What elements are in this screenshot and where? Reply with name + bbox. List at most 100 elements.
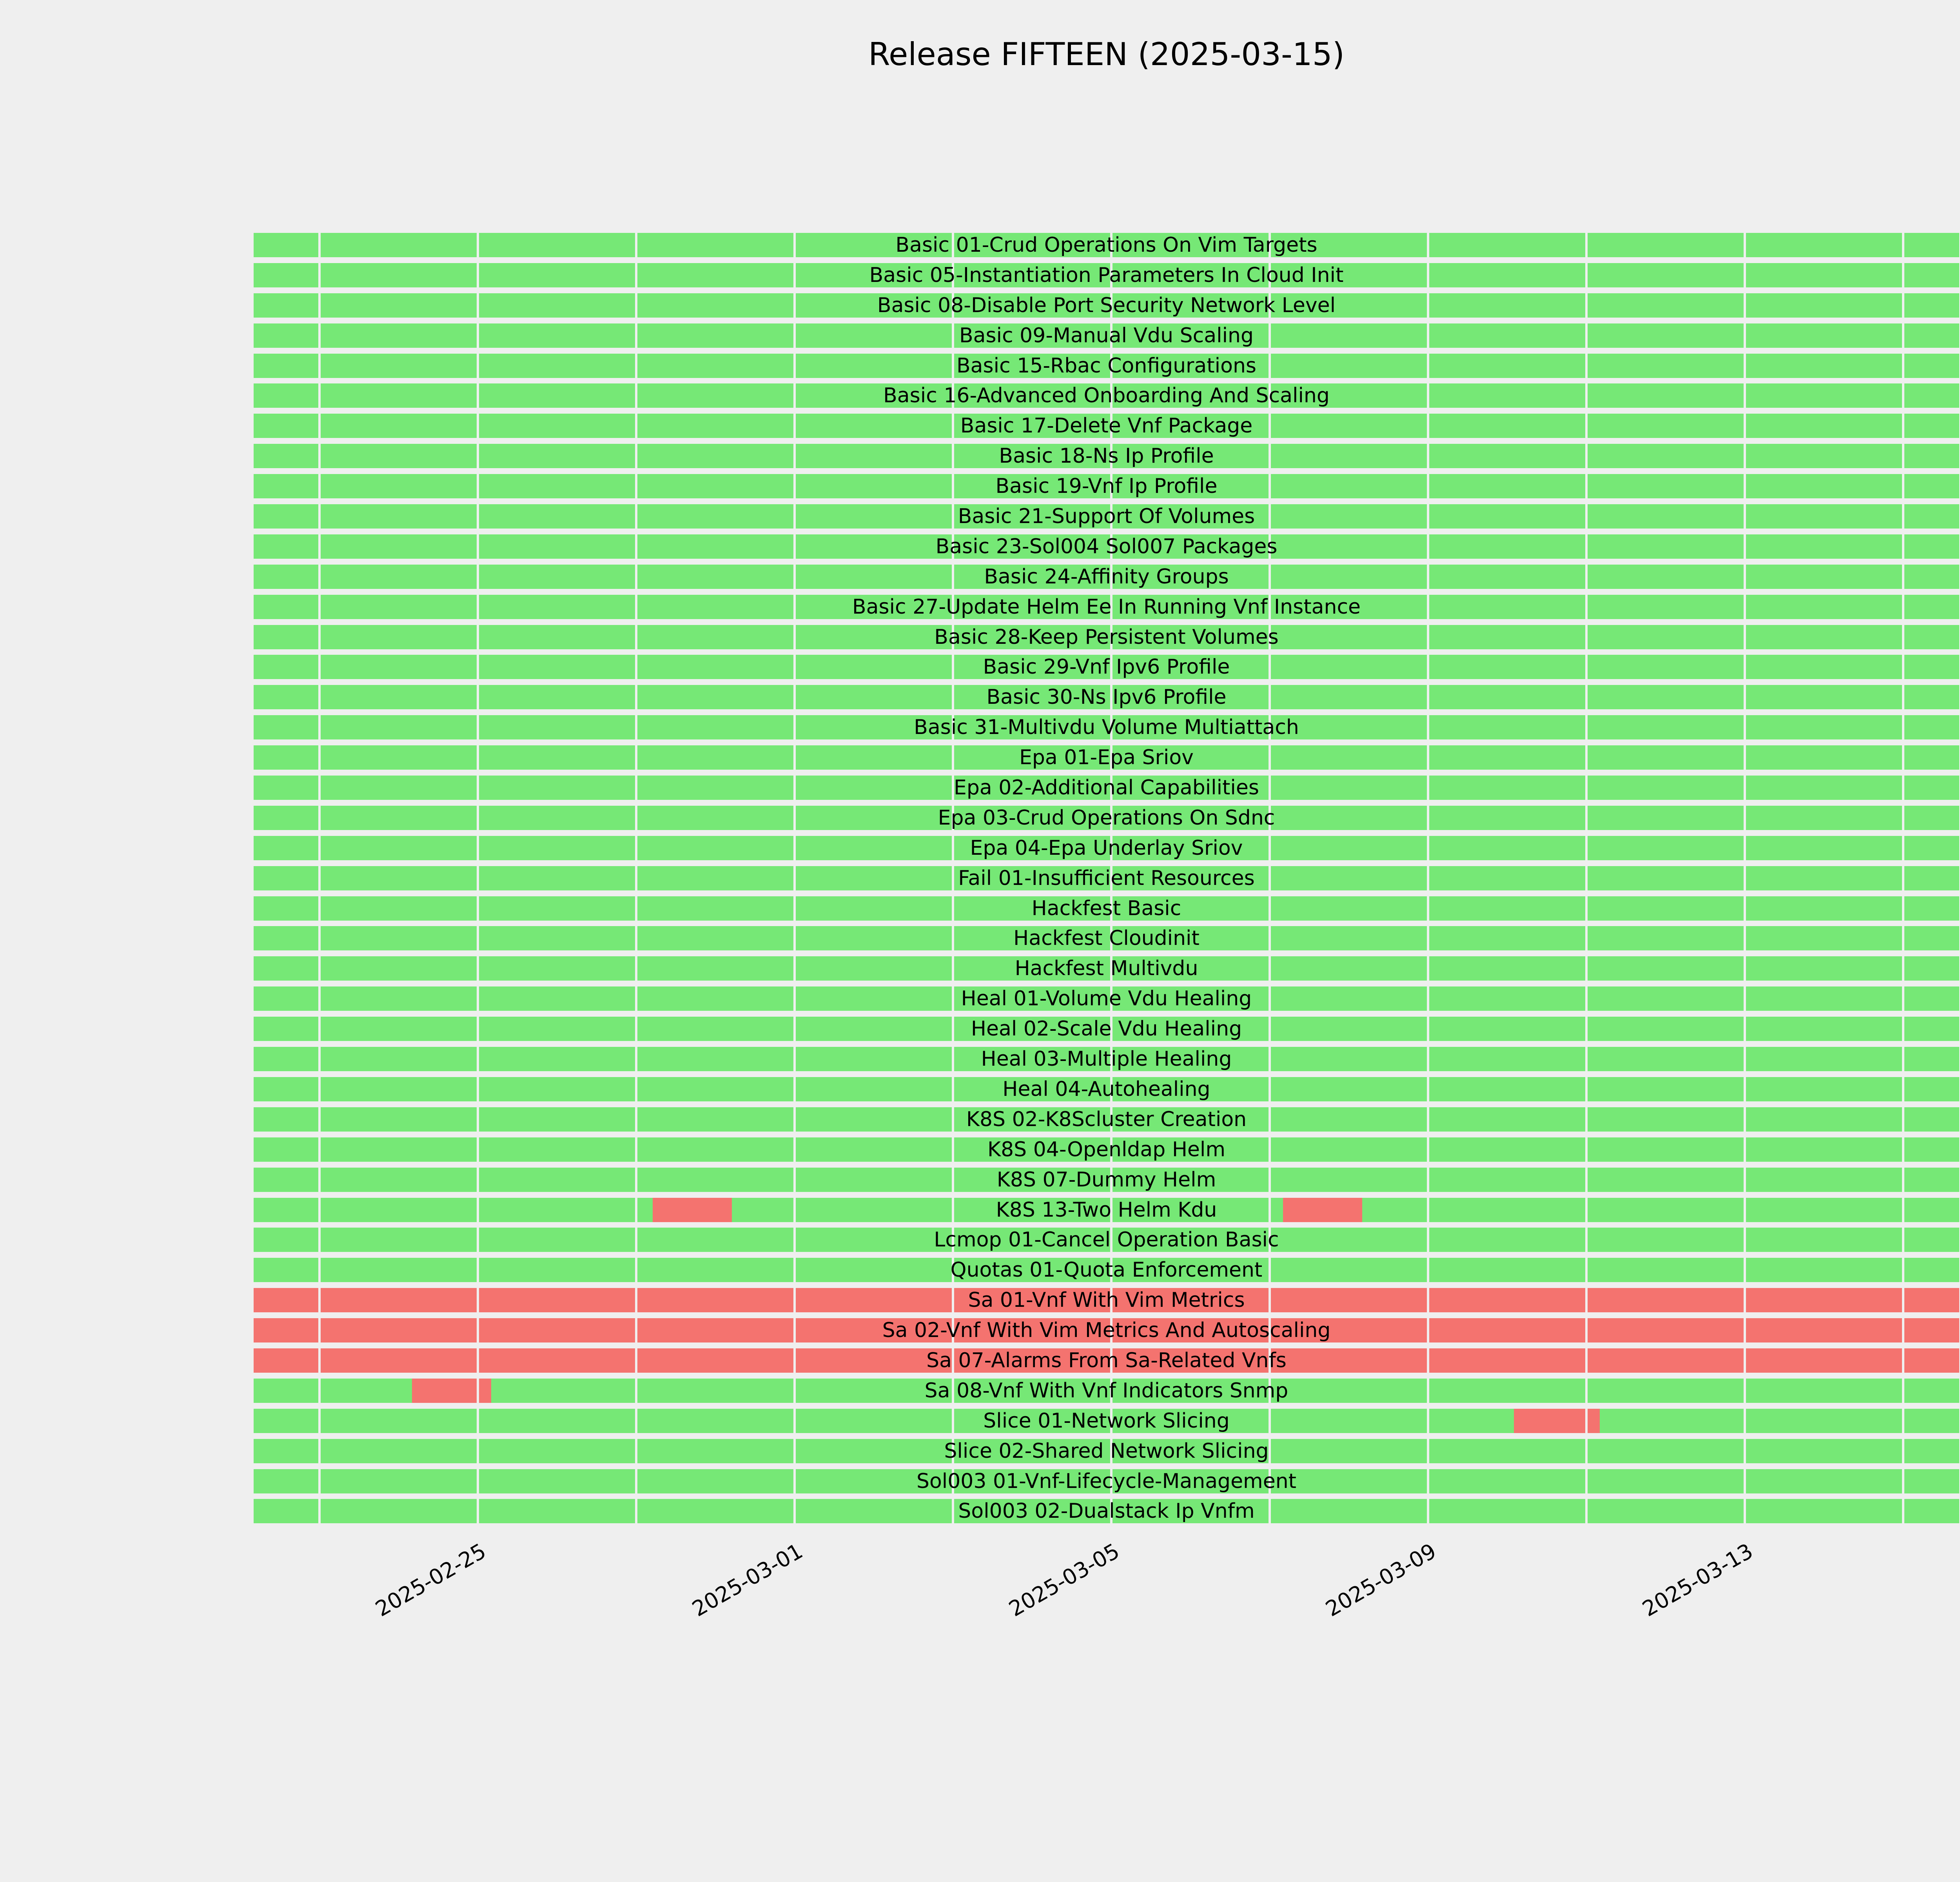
task-row: Basic 23-Sol004 Sol007 Packages [254,532,1959,562]
task-row: Epa 01-Epa Sriov [254,743,1959,773]
fail-segment [653,1197,732,1222]
task-label: Sa 02-Vnf With Vim Metrics And Autoscali… [882,1319,1331,1342]
task-row: Sa 02-Vnf With Vim Metrics And Autoscali… [254,1315,1959,1346]
fail-segment [254,1348,1959,1373]
task-label: Quotas 01-Quota Enforcement [950,1258,1263,1282]
task-row: Basic 16-Advanced Onboarding And Scaling [254,381,1959,411]
task-row: Sol003 02-Dualstack Ip Vnfm [254,1496,1959,1526]
task-row: Hackfest Basic [254,894,1959,924]
task-row: Hackfest Multivdu [254,954,1959,984]
task-row: Basic 09-Manual Vdu Scaling [254,321,1959,351]
task-label: Basic 17-Delete Vnf Package [960,414,1253,438]
task-bar [254,1197,1959,1222]
task-label: Basic 29-Vnf Ipv6 Profile [983,655,1230,679]
task-label: K8S 07-Dummy Helm [996,1168,1216,1192]
task-row: Fail 01-Insufficient Resources [254,863,1959,894]
task-row: Basic 15-Rbac Configurations [254,351,1959,381]
task-row: Basic 19-Vnf Ip Profile [254,471,1959,501]
task-label: Basic 08-Disable Port Security Network L… [877,293,1336,317]
task-label: Basic 01-Crud Operations On Vim Targets [895,233,1318,257]
task-label: Basic 19-Vnf Ip Profile [995,474,1218,498]
x-axis: 2025-02-25 2025-03-01 2025-03-05 2025-03-09… [254,1527,1959,1703]
x-tick-label: 2025-03-13 [1638,1539,1757,1622]
task-label: Sol003 01-Vnf-Lifecycle-Management [916,1469,1297,1493]
task-label: Sa 08-Vnf With Vnf Indicators Snmp [924,1379,1289,1402]
task-label: Heal 04-Autohealing [1002,1077,1210,1101]
task-row: Basic 30-Ns Ipv6 Profile [254,682,1959,712]
task-label: Heal 03-Multiple Healing [981,1047,1232,1071]
task-row: K8S 07-Dummy Helm [254,1165,1959,1195]
task-row: Sa 01-Vnf With Vim Metrics [254,1285,1959,1315]
task-label: Basic 15-Rbac Configurations [956,354,1256,378]
task-label: Sol003 02-Dualstack Ip Vnfm [958,1499,1255,1523]
task-label: Basic 18-Ns Ip Profile [999,444,1214,468]
task-label: Lcmop 01-Cancel Operation Basic [934,1228,1279,1252]
task-bar [254,504,1959,529]
task-label: Hackfest Cloudinit [1013,926,1200,950]
task-row: Sa 08-Vnf With Vnf Indicators Snmp [254,1376,1959,1406]
task-bar [254,474,1959,499]
task-bar [254,383,1959,408]
task-label: Basic 16-Advanced Onboarding And Scaling [883,384,1330,408]
fail-segment [254,1318,1959,1343]
task-row: Basic 24-Affinity Groups [254,562,1959,592]
fail-segment [1283,1197,1362,1222]
task-label: Basic 28-Keep Persistent Volumes [934,625,1279,649]
task-bar [254,1318,1959,1343]
task-row: Heal 03-Multiple Healing [254,1044,1959,1074]
task-label: K8S 02-K8Scluster Creation [966,1107,1247,1131]
x-tick-label: 2025-02-25 [371,1539,490,1622]
task-bar [254,1288,1959,1313]
task-bar [254,353,1959,378]
task-label: Epa 03-Crud Operations On Sdnc [938,806,1275,830]
task-label: Basic 09-Manual Vdu Scaling [959,323,1254,347]
task-label: Epa 04-Epa Underlay Sriov [970,836,1243,860]
task-row: Basic 05-Instantiation Parameters In Clo… [254,260,1959,291]
task-bar [254,323,1959,348]
task-bar [254,745,1959,770]
task-label: Heal 01-Volume Vdu Healing [961,987,1252,1011]
fail-segment [254,1288,1959,1313]
task-bar [254,564,1959,589]
task-label: Basic 21-Support Of Volumes [958,505,1255,529]
task-bar [254,1378,1959,1403]
task-row: Basic 31-Multivdu Volume Multiattach [254,712,1959,743]
task-row: K8S 13-Two Helm Kdu [254,1195,1959,1225]
x-tick-label: 2025-03-05 [1005,1539,1124,1622]
task-label: Basic 27-Update Helm Ee In Running Vnf I… [852,595,1361,619]
task-label: Slice 02-Shared Network Slicing [944,1439,1269,1463]
task-bar [254,1137,1959,1162]
task-bar [254,1439,1959,1463]
task-label: Epa 02-Additional Capabilities [954,776,1259,800]
task-row: Heal 02-Scale Vdu Healing [254,1014,1959,1044]
task-bar [254,1047,1959,1072]
task-label: Basic 30-Ns Ipv6 Profile [986,685,1227,709]
task-label: Basic 24-Affinity Groups [984,565,1229,589]
task-bar [254,986,1959,1011]
task-row: Lcmop 01-Cancel Operation Basic [254,1225,1959,1255]
task-bar [254,805,1959,830]
task-bar [254,1167,1959,1192]
task-row: Slice 01-Network Slicing [254,1406,1959,1436]
task-label: Hackfest Basic [1031,896,1181,920]
task-bar [254,625,1959,649]
task-row: Epa 02-Additional Capabilities [254,773,1959,803]
task-bar [254,685,1959,710]
task-bar [254,1228,1959,1252]
chart-title: Release FIFTEEN (2025-03-15) [868,36,1345,73]
task-row: Epa 03-Crud Operations On Sdnc [254,803,1959,833]
task-label: Epa 01-Epa Sriov [1019,746,1194,770]
task-bar [254,1499,1959,1524]
task-row: Hackfest Cloudinit [254,923,1959,954]
task-bar [254,926,1959,951]
task-bar [254,293,1959,318]
task-label: Fail 01-Insufficient Resources [958,866,1255,890]
task-label: Basic 05-Instantiation Parameters In Clo… [869,263,1344,287]
task-bar [254,776,1959,800]
task-row: Basic 28-Keep Persistent Volumes [254,622,1959,652]
x-tick-label: 2025-03-09 [1321,1539,1441,1622]
task-label: Basic 31-Multivdu Volume Multiattach [914,716,1299,739]
task-row: K8S 04-Openldap Helm [254,1135,1959,1165]
task-label: K8S 04-Openldap Helm [987,1137,1226,1161]
